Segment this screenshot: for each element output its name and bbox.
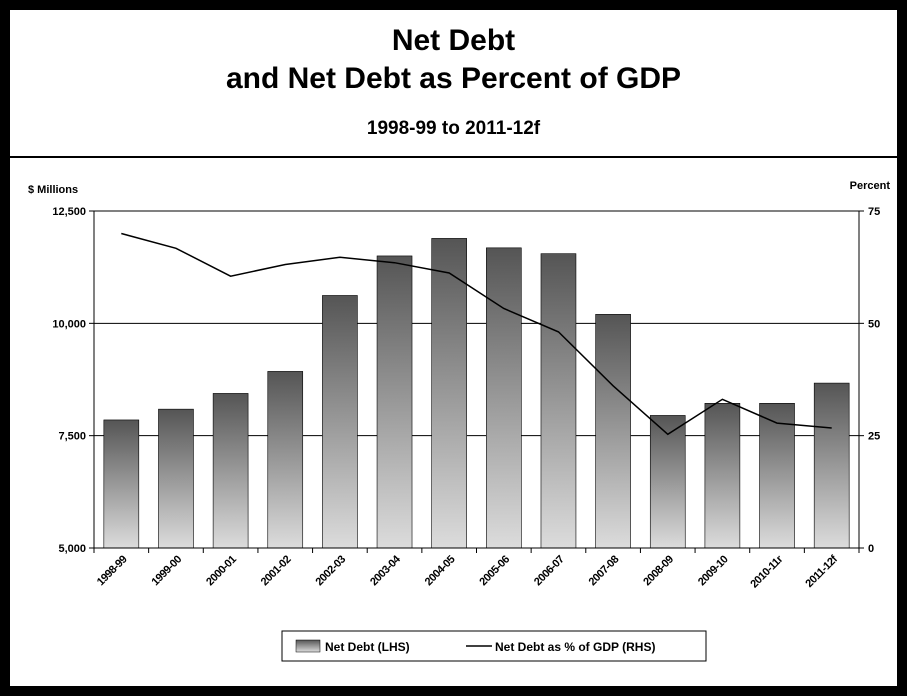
x-tick-label: 2002-03 — [313, 553, 348, 588]
bar — [322, 295, 358, 549]
bar — [431, 238, 467, 549]
x-tick-label: 2008-09 — [641, 553, 676, 588]
bar — [158, 408, 194, 549]
x-tick-label: 2003-04 — [368, 553, 404, 589]
legend-line-label: Net Debt as % of GDP (RHS) — [495, 640, 655, 654]
x-tick-label: 2009-10 — [696, 553, 731, 588]
legend-bar-label: Net Debt (LHS) — [325, 640, 410, 654]
x-tick-label: 2001-02 — [259, 553, 294, 588]
left-tick-label: 12,500 — [52, 206, 86, 218]
right-tick-label: 0 — [868, 543, 874, 555]
bar — [759, 403, 795, 549]
x-tick-label: 2011-12f — [803, 553, 840, 590]
left-tick-label: 5,000 — [58, 543, 86, 555]
left-tick-label: 7,500 — [58, 431, 86, 443]
x-tick-label: 2000-01 — [204, 553, 239, 588]
chart-header: Net Debt and Net Debt as Percent of GDP … — [10, 10, 897, 158]
x-tick-label: 2004-05 — [423, 553, 458, 588]
bar — [595, 314, 631, 549]
chart-title-line1: Net Debt — [391, 24, 516, 57]
x-tick-label: 1999-00 — [150, 553, 185, 588]
right-tick-label: 25 — [868, 431, 880, 443]
right-tick-label: 50 — [868, 318, 880, 330]
bar — [704, 403, 741, 549]
left-axis-label: $ Millions — [28, 184, 78, 196]
legend-box — [281, 630, 707, 662]
x-tick-label: 2007-08 — [587, 553, 622, 588]
legend: Net Debt (LHS) Net Debt as % of GDP (RHS… — [281, 630, 707, 662]
left-tick-label: 10,000 — [52, 318, 86, 330]
right-axis-label: Percent — [850, 180, 891, 192]
x-tick-label: 1998-99 — [95, 553, 130, 588]
x-tick-label: 2006-07 — [532, 553, 567, 588]
chart-title-line2: and Net Debt as Percent of GDP — [225, 62, 682, 95]
bar — [813, 382, 850, 549]
bar — [486, 247, 522, 549]
bar — [649, 415, 686, 549]
bar — [267, 371, 304, 549]
x-tick-label: 2005-06 — [477, 553, 512, 588]
legend-bar-swatch — [295, 639, 321, 653]
bar — [212, 393, 249, 549]
series-line — [121, 232, 832, 436]
bar — [376, 255, 413, 549]
chart-frame: Net Debt and Net Debt as Percent of GDP … — [8, 8, 899, 688]
right-tick-label: 75 — [868, 206, 880, 218]
bar — [540, 253, 577, 549]
x-tick-label: 2010-11r — [748, 553, 786, 591]
bar — [103, 419, 140, 549]
chart-subtitle: 1998-99 to 2011-12f — [366, 118, 541, 139]
